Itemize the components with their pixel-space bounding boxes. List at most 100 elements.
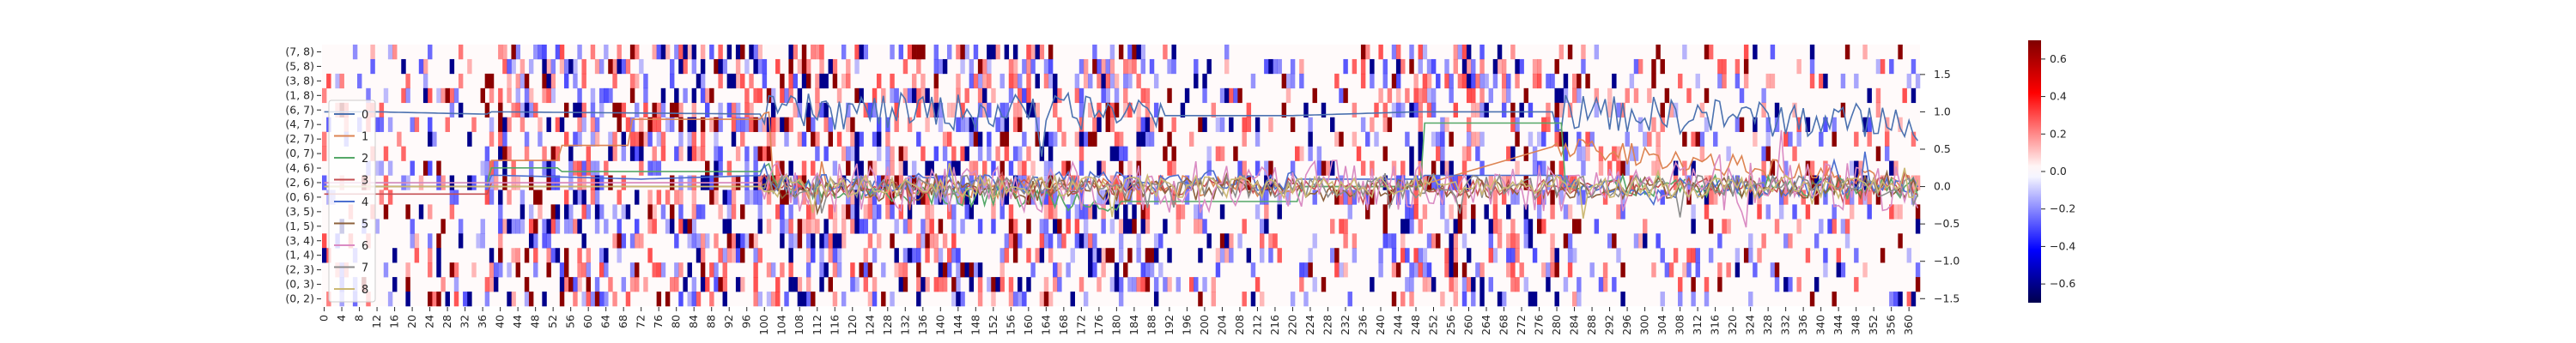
heatmap-cell: [823, 102, 829, 118]
heatmap-cell: [428, 204, 433, 220]
heatmap-cell: [542, 292, 547, 307]
heatmap-cell: [1395, 262, 1401, 278]
heatmap-cell: [1382, 117, 1388, 132]
heatmap-cell: [1405, 248, 1410, 263]
heatmap-cell: [1215, 262, 1221, 278]
heatmap-cell: [379, 160, 385, 176]
heatmap-cell: [1819, 73, 1824, 89]
heatmap-cell: [933, 45, 939, 60]
x-tick-label: 116: [828, 315, 841, 335]
x-tick-label: 176: [1092, 315, 1105, 335]
heatmap-cell: [656, 292, 662, 307]
heatmap-cell: [753, 146, 758, 161]
heatmap-cell: [832, 248, 838, 263]
heatmap-cell: [1018, 277, 1023, 292]
heatmap-cell: [1466, 277, 1472, 292]
heatmap-cell: [586, 277, 592, 292]
heatmap-cell: [1246, 102, 1252, 118]
heatmap-cell: [805, 262, 811, 278]
heatmap-cell: [674, 233, 679, 249]
heatmap-cell: [770, 131, 776, 147]
heatmap-cell: [498, 248, 503, 263]
heatmap-cell: [1180, 102, 1186, 118]
heatmap-cell: [753, 248, 758, 263]
heatmap-cell: [590, 160, 596, 176]
heatmap-cell: [780, 73, 785, 89]
heatmap-cell: [1043, 160, 1049, 176]
heatmap-cell: [933, 233, 939, 249]
heatmap-cell: [422, 73, 428, 89]
heatmap-cell: [604, 160, 609, 176]
heatmap-cell: [1109, 248, 1115, 263]
heatmap-cell: [1616, 102, 1621, 118]
heatmap-cell: [700, 73, 706, 89]
heatmap-cell: [635, 233, 640, 249]
x-tick-label: 28: [440, 315, 453, 328]
heatmap-cell: [1577, 87, 1582, 104]
heatmap-cell: [559, 45, 565, 60]
heatmap-cell: [1682, 131, 1687, 147]
heatmap-cell: [1074, 219, 1080, 234]
heatmap-cell: [951, 292, 957, 307]
heatmap-cell: [1145, 87, 1151, 104]
heatmap-cell: [652, 204, 657, 220]
heatmap-cell: [1343, 58, 1348, 75]
heatmap-cell: [1875, 58, 1881, 75]
heatmap-cell: [1664, 262, 1670, 278]
heatmap-cell: [863, 248, 869, 263]
heatmap-cell: [1678, 277, 1683, 292]
heatmap-cell: [991, 292, 996, 307]
heatmap-cell: [1008, 58, 1014, 75]
x-tick-label: 132: [898, 315, 911, 335]
heatmap-cell: [753, 190, 758, 205]
heatmap-cell: [1140, 117, 1145, 132]
x-tick-label: 128: [881, 315, 894, 335]
heatmap-cell: [546, 219, 551, 234]
heatmap-cell: [1299, 73, 1304, 89]
heatmap-cell: [1691, 248, 1696, 263]
heatmap-cell: [811, 131, 816, 147]
heatmap-cell: [1224, 87, 1230, 104]
heatmap-cell: [1233, 87, 1238, 104]
heatmap-cell: [387, 45, 393, 60]
heatmap-cell: [392, 248, 398, 263]
x-tick-label: 52: [546, 315, 559, 328]
heatmap-cell: [797, 292, 803, 307]
heatmap-cell: [714, 277, 719, 292]
heatmap-cell: [1554, 262, 1559, 278]
heatmap-cell: [1819, 131, 1824, 147]
heatmap-cell: [524, 102, 530, 118]
heatmap-cell: [1722, 219, 1727, 234]
heatmap-cell: [533, 45, 538, 60]
heatmap-cell: [780, 233, 785, 249]
heatmap-cell: [374, 219, 380, 234]
heatmap-cell: [1039, 45, 1045, 60]
heatmap-cell: [867, 102, 873, 118]
heatmap-cell: [1026, 219, 1031, 234]
heatmap-cell: [784, 117, 789, 132]
heatmap-cell: [1136, 131, 1141, 147]
heatmap-cell: [625, 204, 631, 220]
heatmap-cell: [735, 102, 741, 118]
heatmap-cell: [1378, 262, 1383, 278]
heatmap-cell: [1536, 204, 1542, 220]
heatmap-cell: [1550, 160, 1555, 176]
x-tick-label: 36: [476, 315, 489, 328]
heatmap-cell: [890, 292, 895, 307]
heatmap-cell: [1316, 160, 1322, 176]
heatmap-cell: [322, 87, 327, 104]
heatmap-cell: [811, 117, 816, 132]
heatmap-cell: [1370, 277, 1375, 292]
heatmap-cell: [1370, 73, 1375, 89]
heatmap-cell: [894, 248, 899, 263]
heatmap-cell: [920, 87, 926, 104]
heatmap-cell: [1501, 73, 1507, 89]
heatmap-cell: [1453, 102, 1458, 118]
heatmap-cell: [639, 146, 644, 161]
heatmap-cell: [1409, 102, 1414, 118]
heatmap-cell: [1783, 160, 1789, 176]
heatmap-cell: [805, 219, 811, 234]
heatmap-cell: [1259, 233, 1265, 249]
heatmap-cell: [1620, 102, 1625, 118]
heatmap-cell: [749, 102, 754, 118]
